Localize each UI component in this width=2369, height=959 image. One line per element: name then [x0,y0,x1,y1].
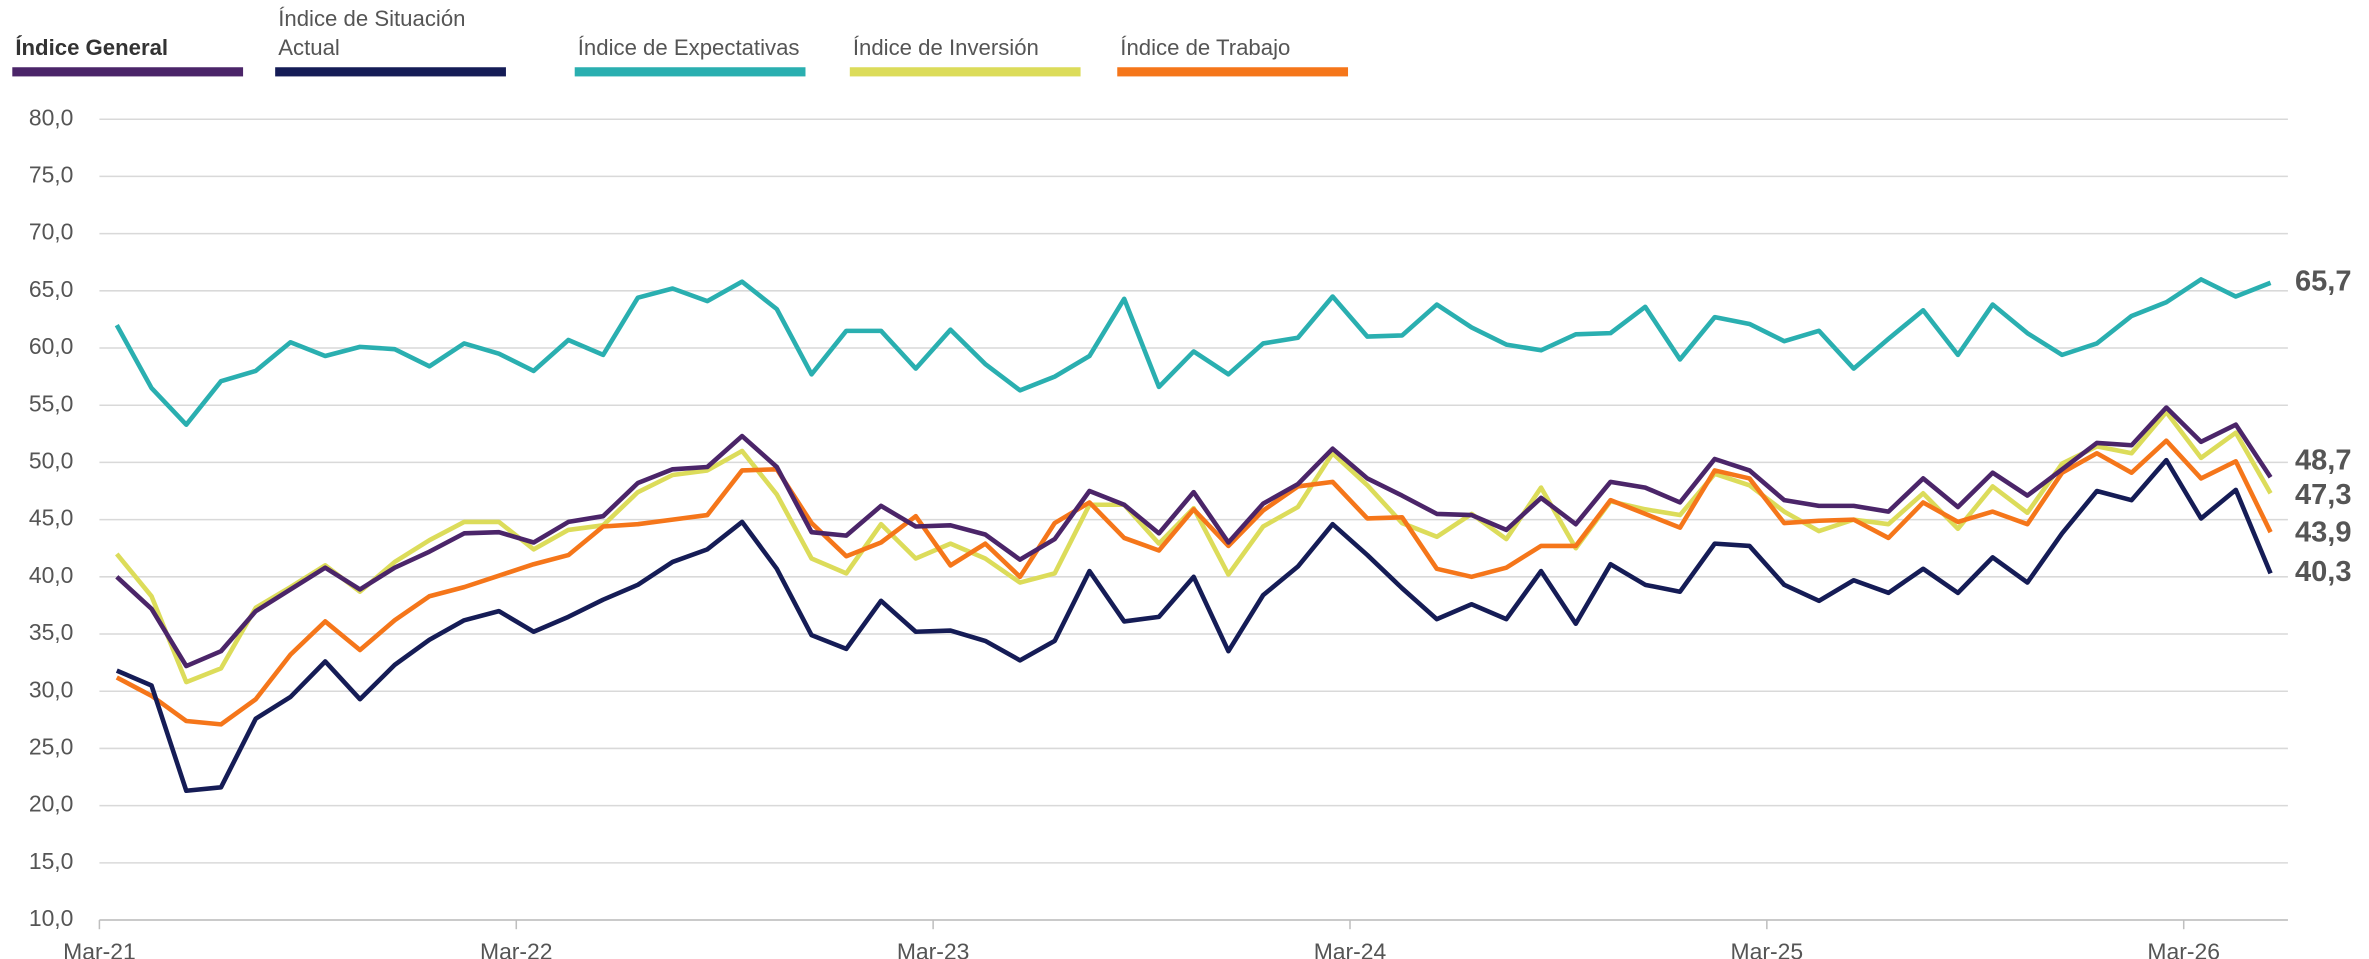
end-label: 65,7 [2295,265,2351,297]
x-tick-label: Mar-23 [897,939,970,959]
legend-item: Índice de Situación Actual [275,7,506,77]
legend-item: Índice de Trabajo [1117,36,1349,77]
y-tick-label: 35,0 [29,619,74,645]
x-tick-label: Mar-22 [480,939,553,959]
series-line [115,405,2273,669]
legend-item: Índice de Inversión [849,36,1081,77]
y-tick-label: 25,0 [29,733,74,759]
legend-swatch [12,67,244,77]
series-line [114,277,2272,427]
end-label: 47,3 [2295,479,2351,511]
y-tick-label: 65,0 [29,276,74,302]
legend-label-box: Índice de Inversión [852,36,1039,62]
legend-label: Índice de Inversión [852,36,1039,62]
y-tick-label: 40,0 [29,562,74,588]
y-tick-label: 70,0 [29,219,74,245]
end-label: 43,9 [2295,516,2351,548]
y-tick-label: 75,0 [29,161,74,187]
x-tick-label: Mar-21 [63,939,136,959]
legend-label: Índice General [15,36,169,62]
y-tick-label: 55,0 [29,390,74,416]
legend-swatch [275,67,506,77]
y-tick-label: 30,0 [29,676,74,702]
y-tick-label: 60,0 [29,333,74,359]
legend-item: Índice de Expectativas [574,36,806,77]
series-line [115,457,2273,794]
legend-swatch [1117,67,1349,77]
legend-swatch [849,67,1081,77]
y-tick-label: 45,0 [29,505,74,531]
legend-label: Índice de Expectativas [577,36,800,62]
x-tick-label: Mar-25 [1731,939,1804,959]
legend-label-box: Índice de Situación Actual [278,7,466,62]
y-tick-label: 80,0 [29,104,74,130]
legend-item: Índice General [12,36,244,77]
legend-label-box: Índice de Expectativas [577,36,800,62]
end-label: 40,3 [2295,556,2351,588]
end-label: 48,7 [2295,445,2351,477]
x-tick-label: Mar-24 [1314,939,1387,959]
legend-swatch [574,67,806,77]
y-tick-label: 20,0 [29,791,74,817]
y-tick-label: 50,0 [29,447,74,473]
legend-label: Índice de Trabajo [1120,36,1291,62]
legend-label-box: Índice de Trabajo [1120,36,1291,62]
x-tick-label: Mar-26 [2147,939,2220,959]
series-line [115,438,2273,727]
legend-label-box: Índice General [15,36,169,62]
y-tick-label: 15,0 [29,848,74,874]
y-tick-label: 10,0 [29,905,74,931]
legend-label: Índice de Situación Actual [278,7,466,62]
